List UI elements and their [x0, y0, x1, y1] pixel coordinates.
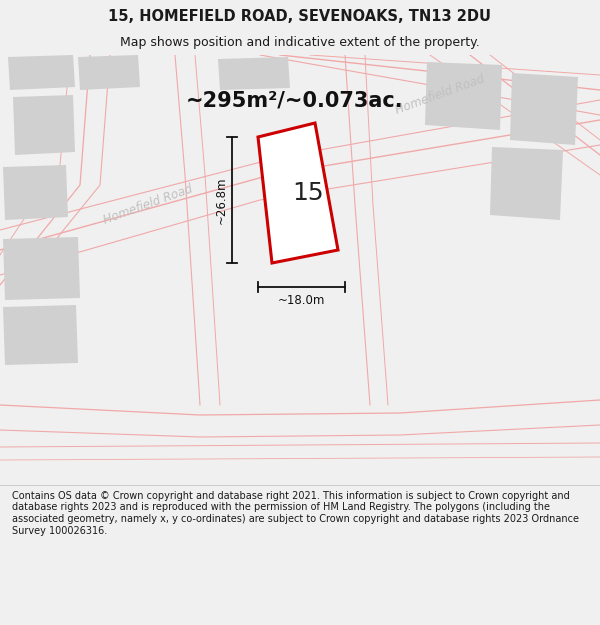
Text: ~18.0m: ~18.0m: [278, 294, 325, 306]
Polygon shape: [3, 237, 80, 300]
Polygon shape: [510, 73, 578, 145]
Polygon shape: [490, 147, 563, 220]
Polygon shape: [3, 165, 68, 220]
Text: 15, HOMEFIELD ROAD, SEVENOAKS, TN13 2DU: 15, HOMEFIELD ROAD, SEVENOAKS, TN13 2DU: [109, 9, 491, 24]
Text: ~295m²/~0.073ac.: ~295m²/~0.073ac.: [186, 90, 404, 110]
Text: Homefield Road: Homefield Road: [101, 182, 194, 228]
Polygon shape: [3, 305, 78, 365]
Polygon shape: [78, 55, 140, 90]
Polygon shape: [218, 57, 290, 90]
Text: ~26.8m: ~26.8m: [215, 176, 227, 224]
Text: Map shows position and indicative extent of the property.: Map shows position and indicative extent…: [120, 36, 480, 49]
Text: 15: 15: [292, 181, 323, 205]
Text: Contains OS data © Crown copyright and database right 2021. This information is : Contains OS data © Crown copyright and d…: [12, 491, 579, 536]
Polygon shape: [13, 95, 75, 155]
Polygon shape: [425, 62, 502, 130]
Polygon shape: [258, 123, 338, 263]
Polygon shape: [8, 55, 75, 90]
Text: Homefield Road: Homefield Road: [394, 72, 487, 118]
